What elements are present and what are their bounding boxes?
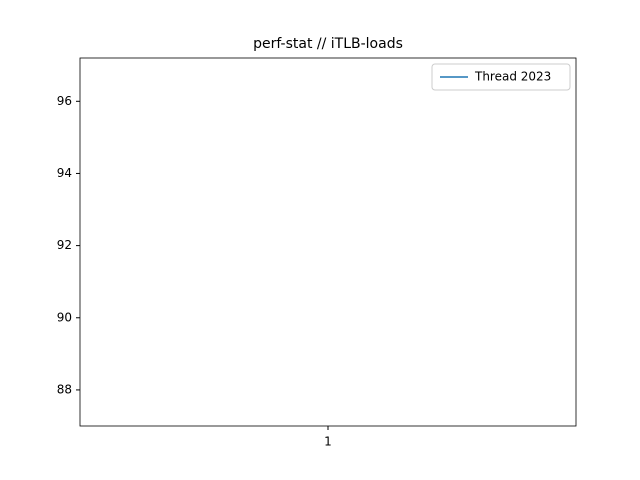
y-tick-label: 92 bbox=[57, 238, 72, 252]
y-tick-label: 88 bbox=[57, 382, 72, 396]
y-tick-label: 90 bbox=[57, 310, 72, 324]
legend-label: Thread 2023 bbox=[474, 70, 551, 84]
legend-box bbox=[431, 63, 571, 91]
y-tick-label: 94 bbox=[57, 166, 72, 180]
x-tick-label: 1 bbox=[324, 435, 332, 449]
y-tick-label: 96 bbox=[57, 94, 72, 108]
plot-frame bbox=[79, 57, 577, 427]
chart-title: perf-stat // iTLB-loads bbox=[253, 36, 403, 52]
